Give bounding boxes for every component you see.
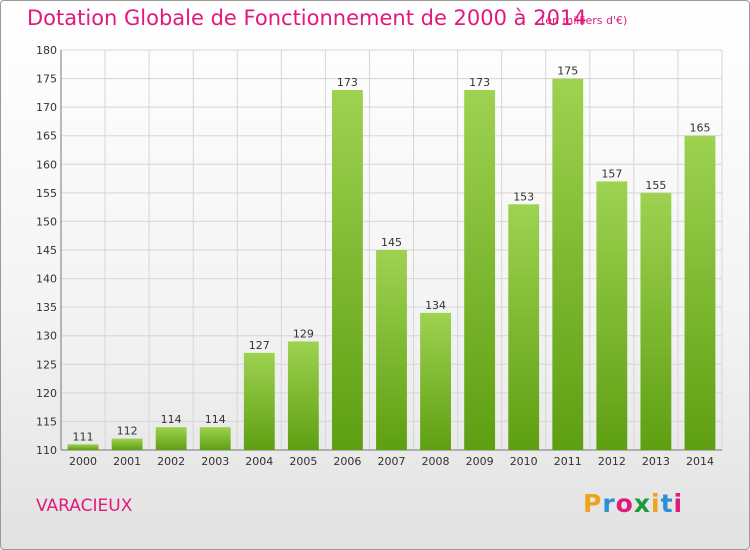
bar-value-label: 155 [645, 179, 666, 192]
y-tick-label: 110 [36, 444, 57, 457]
bar-2001 [111, 438, 143, 450]
logo-letter: r [602, 489, 616, 518]
bar-value-label: 153 [513, 190, 534, 203]
bar-2000 [67, 444, 99, 450]
bar-value-label: 112 [117, 425, 138, 438]
bar-value-label: 127 [249, 339, 270, 352]
y-tick-label: 150 [36, 215, 57, 228]
y-tick-label: 130 [36, 330, 57, 343]
y-tick-label: 145 [36, 244, 57, 257]
bar-value-label: 114 [205, 413, 226, 426]
x-tick-label: 2006 [333, 455, 361, 468]
x-tick-label: 2011 [554, 455, 582, 468]
x-tick-label: 2005 [289, 455, 317, 468]
x-tick-label: 2014 [686, 455, 714, 468]
logo-letter: t [660, 489, 674, 518]
x-tick-label: 2008 [422, 455, 450, 468]
labels: 110 115 120 125 130 135 140 145 150 155 160 165 170 1… [36, 44, 714, 468]
bar-value-label: 134 [425, 299, 446, 312]
x-tick-label: 2000 [69, 455, 97, 468]
x-tick-label: 2001 [113, 455, 141, 468]
y-tick-label: 155 [36, 187, 57, 200]
bar-2006 [332, 90, 363, 450]
logo-letter: P [583, 489, 603, 518]
bar-value-label: 114 [161, 413, 182, 426]
chart-subtitle: (en milliers d'€) [541, 14, 628, 27]
y-tick-label: 115 [36, 415, 57, 428]
bar-2014 [684, 135, 716, 450]
bar-value-label: 173 [469, 76, 490, 89]
bar-2013 [640, 192, 672, 450]
bar-2004 [243, 352, 275, 450]
x-tick-label: 2009 [466, 455, 494, 468]
place-name: VARACIEUX [36, 496, 133, 516]
bars [67, 78, 716, 451]
bar-value-label: 173 [337, 76, 358, 89]
x-tick-label: 2013 [642, 455, 670, 468]
x-tick-label: 2010 [510, 455, 538, 468]
bar-value-label: 157 [601, 167, 622, 180]
y-tick-label: 180 [36, 44, 57, 57]
x-tick-label: 2002 [157, 455, 185, 468]
proxiti-logo: Proxiti [583, 489, 683, 518]
x-tick-label: 2004 [245, 455, 273, 468]
x-tick-label: 2012 [598, 455, 626, 468]
y-tick-label: 135 [36, 301, 57, 314]
bar-2012 [596, 181, 628, 450]
y-tick-label: 160 [36, 158, 57, 171]
y-tick-label: 140 [36, 273, 57, 286]
logo-letter: i [651, 489, 661, 518]
bar-value-label: 129 [293, 327, 314, 340]
y-tick-label: 120 [36, 387, 57, 400]
chart-title: Dotation Globale de Fonctionnement de 20… [27, 6, 587, 30]
bar-value-label: 165 [689, 122, 710, 135]
bar-2011 [552, 78, 584, 451]
x-tick-label: 2007 [378, 455, 406, 468]
x-tick-label: 2003 [201, 455, 229, 468]
logo-letter: x [633, 489, 651, 518]
y-tick-label: 125 [36, 358, 57, 371]
bar-2007 [376, 250, 407, 450]
bar-value-label: 175 [557, 65, 578, 78]
y-tick-label: 165 [36, 130, 57, 143]
bar-2008 [420, 312, 451, 450]
y-tick-label: 175 [36, 73, 57, 86]
bar-2002 [155, 427, 187, 450]
logo-letter: i [673, 489, 684, 518]
bar-2003 [199, 427, 231, 450]
y-tick-label: 170 [36, 101, 57, 114]
bar-2010 [508, 204, 540, 450]
bar-2005 [287, 341, 319, 450]
bar-2009 [464, 90, 496, 450]
logo-letter: o [615, 489, 634, 518]
bar-value-label: 145 [381, 236, 402, 249]
bar-value-label: 111 [73, 430, 94, 443]
